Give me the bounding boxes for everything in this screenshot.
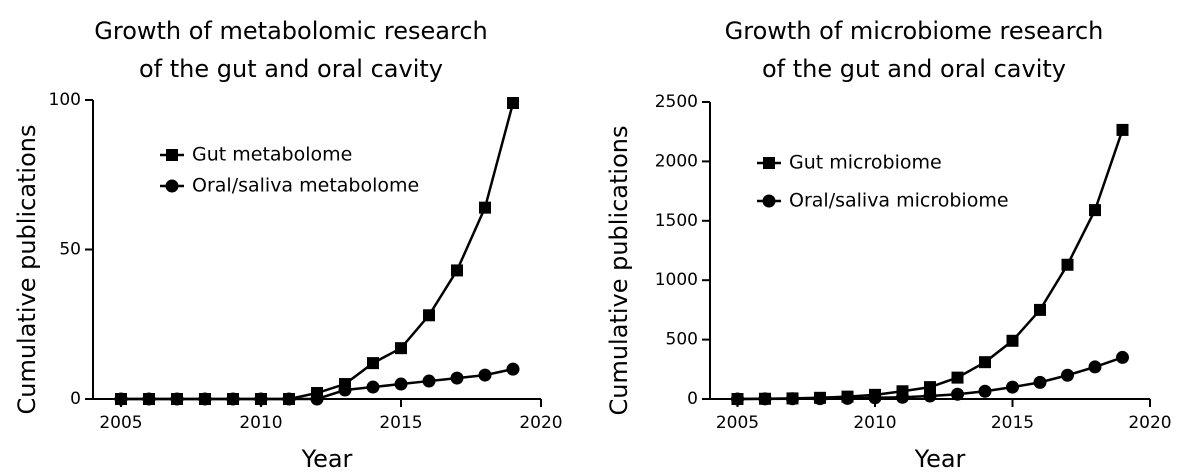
x-tick-label: 2005 xyxy=(716,413,759,433)
square-marker xyxy=(1034,303,1046,316)
x-tick-label: 2020 xyxy=(519,413,562,433)
circle-marker xyxy=(478,368,492,382)
legend-marker xyxy=(165,179,179,193)
circle-marker xyxy=(114,392,128,406)
legend-marker xyxy=(166,149,178,161)
x-tick-label: 2010 xyxy=(853,413,896,433)
circle-marker xyxy=(226,392,240,406)
circle-marker xyxy=(198,392,212,406)
y-tick-label: 100 xyxy=(49,90,81,110)
square-marker xyxy=(1089,204,1101,217)
circle-marker xyxy=(978,384,992,398)
circle-marker xyxy=(731,392,744,406)
legend-label: Gut metabolome xyxy=(192,144,352,166)
circle-marker xyxy=(786,392,799,406)
square-marker xyxy=(367,357,379,370)
y-tick-label: 2500 xyxy=(655,92,698,112)
legend-label: Gut microbiome xyxy=(789,152,942,174)
circle-marker xyxy=(1116,350,1129,364)
circle-marker xyxy=(923,389,937,403)
x-tick-label: 2010 xyxy=(239,413,282,433)
circle-marker xyxy=(841,391,854,405)
circle-marker xyxy=(1061,368,1074,382)
y-tick-label: 0 xyxy=(70,389,81,409)
circle-marker xyxy=(142,392,156,406)
square-marker xyxy=(423,309,435,322)
x-tick-label: 2015 xyxy=(991,413,1034,433)
circle-marker xyxy=(896,390,909,404)
square-marker xyxy=(924,381,936,394)
circle-marker xyxy=(422,374,436,388)
square-marker xyxy=(951,371,964,384)
circle-marker xyxy=(310,392,324,406)
y-axis-label: Cumulative publications xyxy=(13,124,41,414)
y-tick-label: 1500 xyxy=(655,211,698,231)
circle-marker xyxy=(366,380,380,394)
y-tick-label: 50 xyxy=(59,240,81,260)
x-axis-label: Year xyxy=(914,445,966,473)
square-marker xyxy=(395,342,407,355)
x-tick-label: 2005 xyxy=(99,413,142,433)
square-marker xyxy=(507,96,519,109)
x-axis-label: Year xyxy=(301,445,353,473)
square-marker xyxy=(451,264,463,277)
square-marker xyxy=(479,201,491,214)
circle-marker xyxy=(1088,360,1102,374)
y-tick-label: 500 xyxy=(666,330,698,350)
square-marker xyxy=(1006,334,1019,347)
square-marker xyxy=(1061,258,1074,271)
legend-marker xyxy=(762,194,776,208)
circle-marker xyxy=(450,371,464,385)
circle-marker xyxy=(951,387,964,401)
x-tick-label: 2020 xyxy=(1128,413,1171,433)
circle-marker xyxy=(338,383,352,397)
chart-title: Growth of microbiome research xyxy=(725,17,1104,45)
chart-title: of the gut and oral cavity xyxy=(139,55,443,83)
circle-marker xyxy=(1033,375,1047,389)
y-tick-label: 0 xyxy=(687,389,698,409)
circle-marker xyxy=(868,391,882,405)
chart-title: Growth of metabolomic research xyxy=(94,17,488,45)
circle-marker xyxy=(282,392,296,406)
y-tick-label: 2000 xyxy=(655,151,698,171)
circle-marker xyxy=(1006,380,1019,394)
circle-marker xyxy=(813,392,827,406)
legend-marker xyxy=(763,157,775,169)
legend-label: Oral/saliva microbiome xyxy=(789,190,1009,212)
legend-label: Oral/saliva metabolome xyxy=(192,175,419,197)
circle-marker xyxy=(254,392,268,406)
circle-marker xyxy=(170,392,184,406)
chart-title: of the gut and oral cavity xyxy=(762,55,1066,83)
circle-marker xyxy=(506,362,520,376)
x-tick-label: 2015 xyxy=(379,413,422,433)
circle-marker xyxy=(394,377,408,391)
y-tick-label: 1000 xyxy=(655,270,698,290)
square-marker xyxy=(979,356,991,369)
square-marker xyxy=(1116,123,1129,136)
y-axis-label: Cumulative publications xyxy=(605,125,633,415)
circle-marker xyxy=(758,392,772,406)
